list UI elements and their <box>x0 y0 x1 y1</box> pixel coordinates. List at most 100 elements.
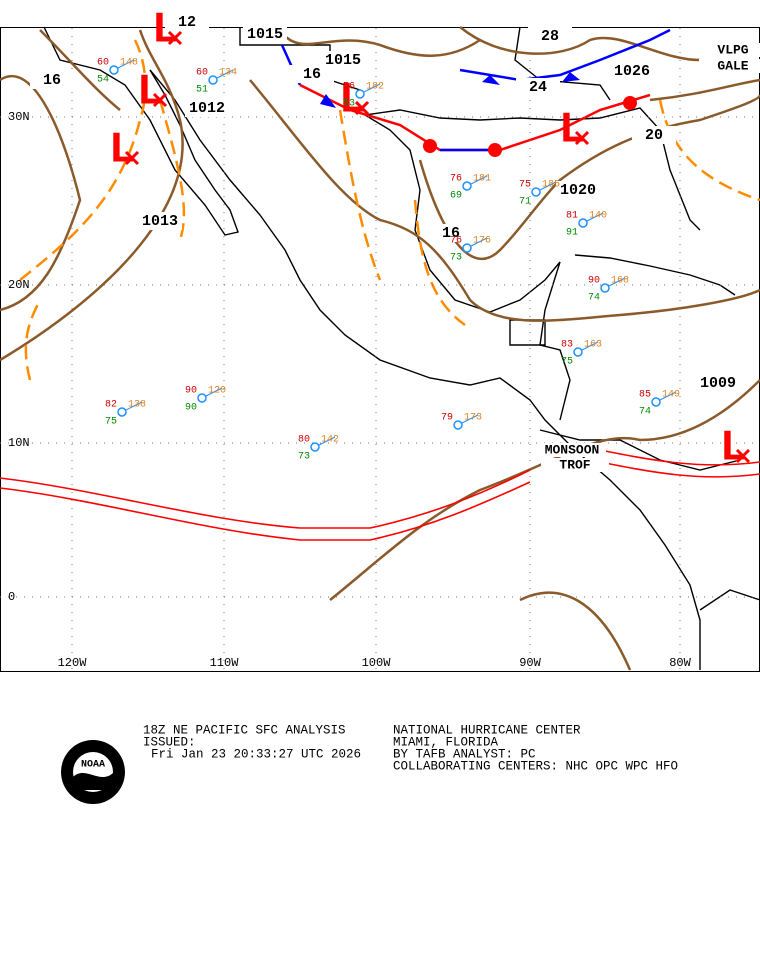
isobar-label: 1015 <box>325 52 361 69</box>
dewpoint: 53 <box>343 99 355 110</box>
itcz <box>0 449 760 541</box>
temperature: 83 <box>561 340 573 351</box>
latitude-label: 0 <box>8 590 15 604</box>
isobar-label-bg <box>632 126 676 144</box>
pressure: 149 <box>662 390 680 401</box>
isobar-label-bg <box>610 62 654 80</box>
center-x <box>735 448 751 464</box>
pressure: 148 <box>120 58 138 69</box>
front-symbols <box>320 72 637 157</box>
center-x <box>574 130 590 146</box>
station <box>462 243 472 253</box>
longitude-label: 110W <box>210 656 240 670</box>
pressure: 168 <box>611 276 629 287</box>
latitude-label: 30N <box>8 110 30 124</box>
isobar-label: 1020 <box>560 182 596 199</box>
logo-text: NOAA <box>81 760 105 771</box>
isobar-label: 16 <box>43 72 61 89</box>
station <box>531 187 541 197</box>
isobar-label-bg <box>138 212 182 230</box>
isobar-label: 12 <box>178 14 196 31</box>
dewpoint: 90 <box>185 403 197 414</box>
temperature: 81 <box>566 211 578 222</box>
low-center: L <box>152 6 178 56</box>
lat-lon-grid: 30N 20N 10N 0 120W 110W 100W 90W 80W <box>0 28 760 671</box>
dewpoint: 73 <box>450 253 462 264</box>
vlpg-label-bg <box>699 43 760 57</box>
latitude-label: 20N <box>8 278 30 292</box>
pressure: 140 <box>589 211 607 222</box>
dewpoint: 51 <box>196 85 208 96</box>
trof-label-bg <box>541 458 609 472</box>
isobar-label: 1015 <box>247 26 283 43</box>
isobar-label-bg <box>556 181 600 199</box>
dewpoint: 74 <box>588 293 600 304</box>
isobar-label-bg <box>30 71 74 89</box>
isobar-label-bg <box>185 99 229 117</box>
isobar-label: 16 <box>442 225 460 242</box>
isobar-label-bg <box>528 27 572 45</box>
isobar-label: 1026 <box>614 63 650 80</box>
temperature: 60 <box>196 68 208 79</box>
isobar-label: 24 <box>529 79 547 96</box>
isobars <box>0 26 760 671</box>
dewpoint: 71 <box>519 197 531 208</box>
center-x <box>124 150 140 166</box>
station <box>600 283 610 293</box>
monsoon-label: MONSOON <box>545 442 600 457</box>
dewpoint: 74 <box>639 407 651 418</box>
pressure: 185 <box>542 180 560 191</box>
station <box>573 347 583 357</box>
temperature: 75 <box>519 180 531 191</box>
trof-label: TROF <box>559 457 590 472</box>
dewpoint: 75 <box>561 357 573 368</box>
isobar-label: 20 <box>645 127 663 144</box>
pressure: 138 <box>128 400 146 411</box>
isobar-label-bg <box>429 224 473 242</box>
temperature: 90 <box>185 386 197 397</box>
isobar-label-bg <box>321 51 365 69</box>
pressure: 120 <box>208 386 226 397</box>
dewpoint: 73 <box>298 452 310 463</box>
low-center: L <box>339 76 365 126</box>
footer-left-line: 18Z NE PACIFIC SFC ANALYSIS <box>143 723 346 737</box>
temperature: 90 <box>588 276 600 287</box>
footer-left-line: Fri Jan 23 20:33:27 UTC 2026 <box>151 747 361 761</box>
temperature: 80 <box>298 435 310 446</box>
pressure: 163 <box>584 340 602 351</box>
station <box>197 393 207 403</box>
dewpoint: 91 <box>566 228 578 239</box>
isobar-label-bg <box>290 65 334 83</box>
dewpoint: 69 <box>450 191 462 202</box>
pressure: 142 <box>321 435 339 446</box>
center-x <box>167 30 183 46</box>
station <box>310 442 320 452</box>
pressure: 176 <box>473 236 491 247</box>
temperature: 56 <box>343 82 355 93</box>
latitude-label: 10N <box>8 436 30 450</box>
station <box>355 89 365 99</box>
longitude-label: 120W <box>58 656 88 670</box>
isobar-label-bg <box>243 25 287 43</box>
gale-label-bg <box>699 59 760 73</box>
low-center: L <box>720 424 746 474</box>
dewpoint: 75 <box>105 417 117 428</box>
footer-right-line: MIAMI, FLORIDA <box>393 735 499 749</box>
isobar-label-bg <box>696 374 740 392</box>
isobar-label: 1009 <box>700 375 736 392</box>
gale-label: GALE <box>717 58 748 73</box>
isobar-label: 28 <box>541 28 559 45</box>
pressure: 173 <box>464 413 482 424</box>
station <box>453 420 463 430</box>
station <box>578 218 588 228</box>
troughs <box>19 39 760 381</box>
station <box>109 65 119 75</box>
temperature: 82 <box>105 400 117 411</box>
footer-right-line: BY TAFB ANALYST: PC <box>393 747 536 761</box>
noaa-logo: NOAA <box>61 740 125 804</box>
isobar-label: 16 <box>303 66 321 83</box>
low-center: L <box>137 68 163 118</box>
temperature: 60 <box>97 58 109 69</box>
low-center: L <box>109 126 135 176</box>
